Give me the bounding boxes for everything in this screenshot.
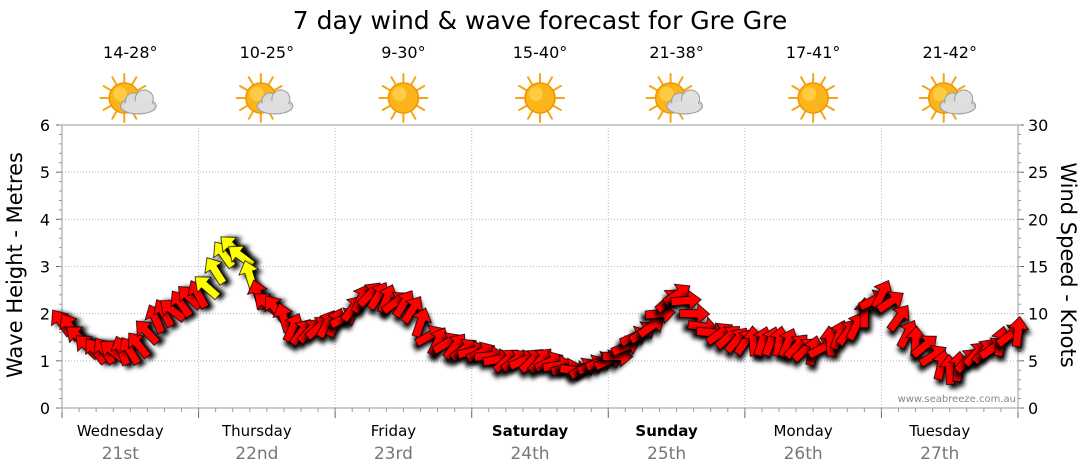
- left-tick-label: 1: [40, 352, 50, 371]
- wind-arrow: [194, 276, 221, 301]
- day-name-label: Monday: [774, 422, 833, 440]
- partly-cloudy-icon: [235, 73, 294, 123]
- day-forecast-sunday: 21-38°: [645, 43, 704, 123]
- wind-arrow: [875, 291, 904, 314]
- temperature-range: 21-42°: [922, 43, 977, 62]
- wind-arrow: [128, 332, 152, 360]
- right-axis-ticks: 0 5 10 15 20 25 30: [1018, 116, 1048, 418]
- sun-icon: [788, 73, 839, 123]
- day-axis: Wednesday 21st Thursday 22nd Friday 23rd Satur…: [61, 408, 1019, 464]
- temperature-range: 14-28°: [103, 43, 158, 62]
- day-date-label: 22nd: [235, 444, 278, 464]
- day-name-label: Tuesday: [908, 422, 970, 440]
- wind-arrow: [679, 302, 711, 325]
- day-name-label: Sunday: [635, 422, 698, 440]
- day-forecast-thursday: 10-25°: [235, 43, 295, 123]
- partly-cloudy-icon: [918, 73, 977, 123]
- day-name-label: Wednesday: [77, 422, 164, 440]
- temperature-range: 9-30°: [381, 43, 425, 62]
- day-date-label: 25th: [647, 444, 686, 464]
- temperature-range: 10-25°: [240, 43, 295, 62]
- temperature-range: 15-40°: [513, 43, 568, 62]
- wind-arrow: [135, 320, 161, 346]
- day-name-label: Thursday: [221, 422, 292, 440]
- left-tick-label: 0: [40, 399, 50, 418]
- days-header: 14-28° 10-25° 9-30° 15-40° 21-38° 17-41° 21-42…: [99, 43, 977, 123]
- left-axis-label: Wave Height - Metres: [3, 152, 27, 378]
- sun-icon: [515, 73, 565, 123]
- wind-arrow: [886, 304, 910, 333]
- right-tick-label: 5: [1028, 352, 1038, 371]
- right-tick-label: 10: [1028, 305, 1048, 324]
- left-tick-label: 3: [40, 258, 50, 277]
- wind-arrow: [1007, 315, 1030, 348]
- partly-cloudy-icon: [645, 73, 704, 123]
- wind-arrow: [204, 257, 228, 286]
- chart-title: 7 day wind & wave forecast for Gre Gre: [293, 6, 787, 35]
- day-forecast-friday: 9-30°: [378, 43, 429, 123]
- temperature-range: 21-38°: [649, 43, 704, 62]
- day-forecast-saturday: 15-40°: [513, 43, 568, 123]
- right-tick-label: 15: [1028, 258, 1048, 277]
- left-tick-label: 6: [40, 116, 50, 135]
- left-tick-label: 5: [40, 163, 50, 182]
- partly-cloudy-icon: [99, 73, 157, 123]
- right-tick-label: 25: [1028, 163, 1048, 182]
- wind-arrow: [411, 307, 432, 339]
- day-date-label: 26th: [784, 444, 823, 464]
- left-axis-ticks: 0 1 2 3 4 5 6: [40, 116, 62, 418]
- day-date-label: 21st: [102, 444, 139, 464]
- day-forecast-monday: 17-41°: [786, 43, 841, 123]
- day-name-label: Saturday: [492, 422, 569, 440]
- right-tick-label: 20: [1028, 210, 1048, 229]
- day-date-label: 27th: [920, 444, 959, 464]
- left-tick-label: 2: [40, 305, 50, 324]
- right-tick-label: 30: [1028, 116, 1048, 135]
- day-forecast-wednesday: 14-28°: [99, 43, 158, 123]
- day-forecast-tuesday: 21-42°: [918, 43, 977, 123]
- day-date-label: 23rd: [374, 444, 413, 464]
- day-name-label: Friday: [371, 422, 417, 440]
- wind-arrows: [51, 236, 1030, 385]
- left-tick-label: 4: [40, 210, 50, 229]
- sun-icon: [378, 73, 429, 123]
- credit-text: www.seabreeze.com.au: [898, 394, 1016, 405]
- day-date-label: 24th: [510, 444, 549, 464]
- right-tick-label: 0: [1028, 399, 1038, 418]
- temperature-range: 17-41°: [786, 43, 841, 62]
- right-axis-label: Wind Speed - Knots: [1056, 162, 1080, 367]
